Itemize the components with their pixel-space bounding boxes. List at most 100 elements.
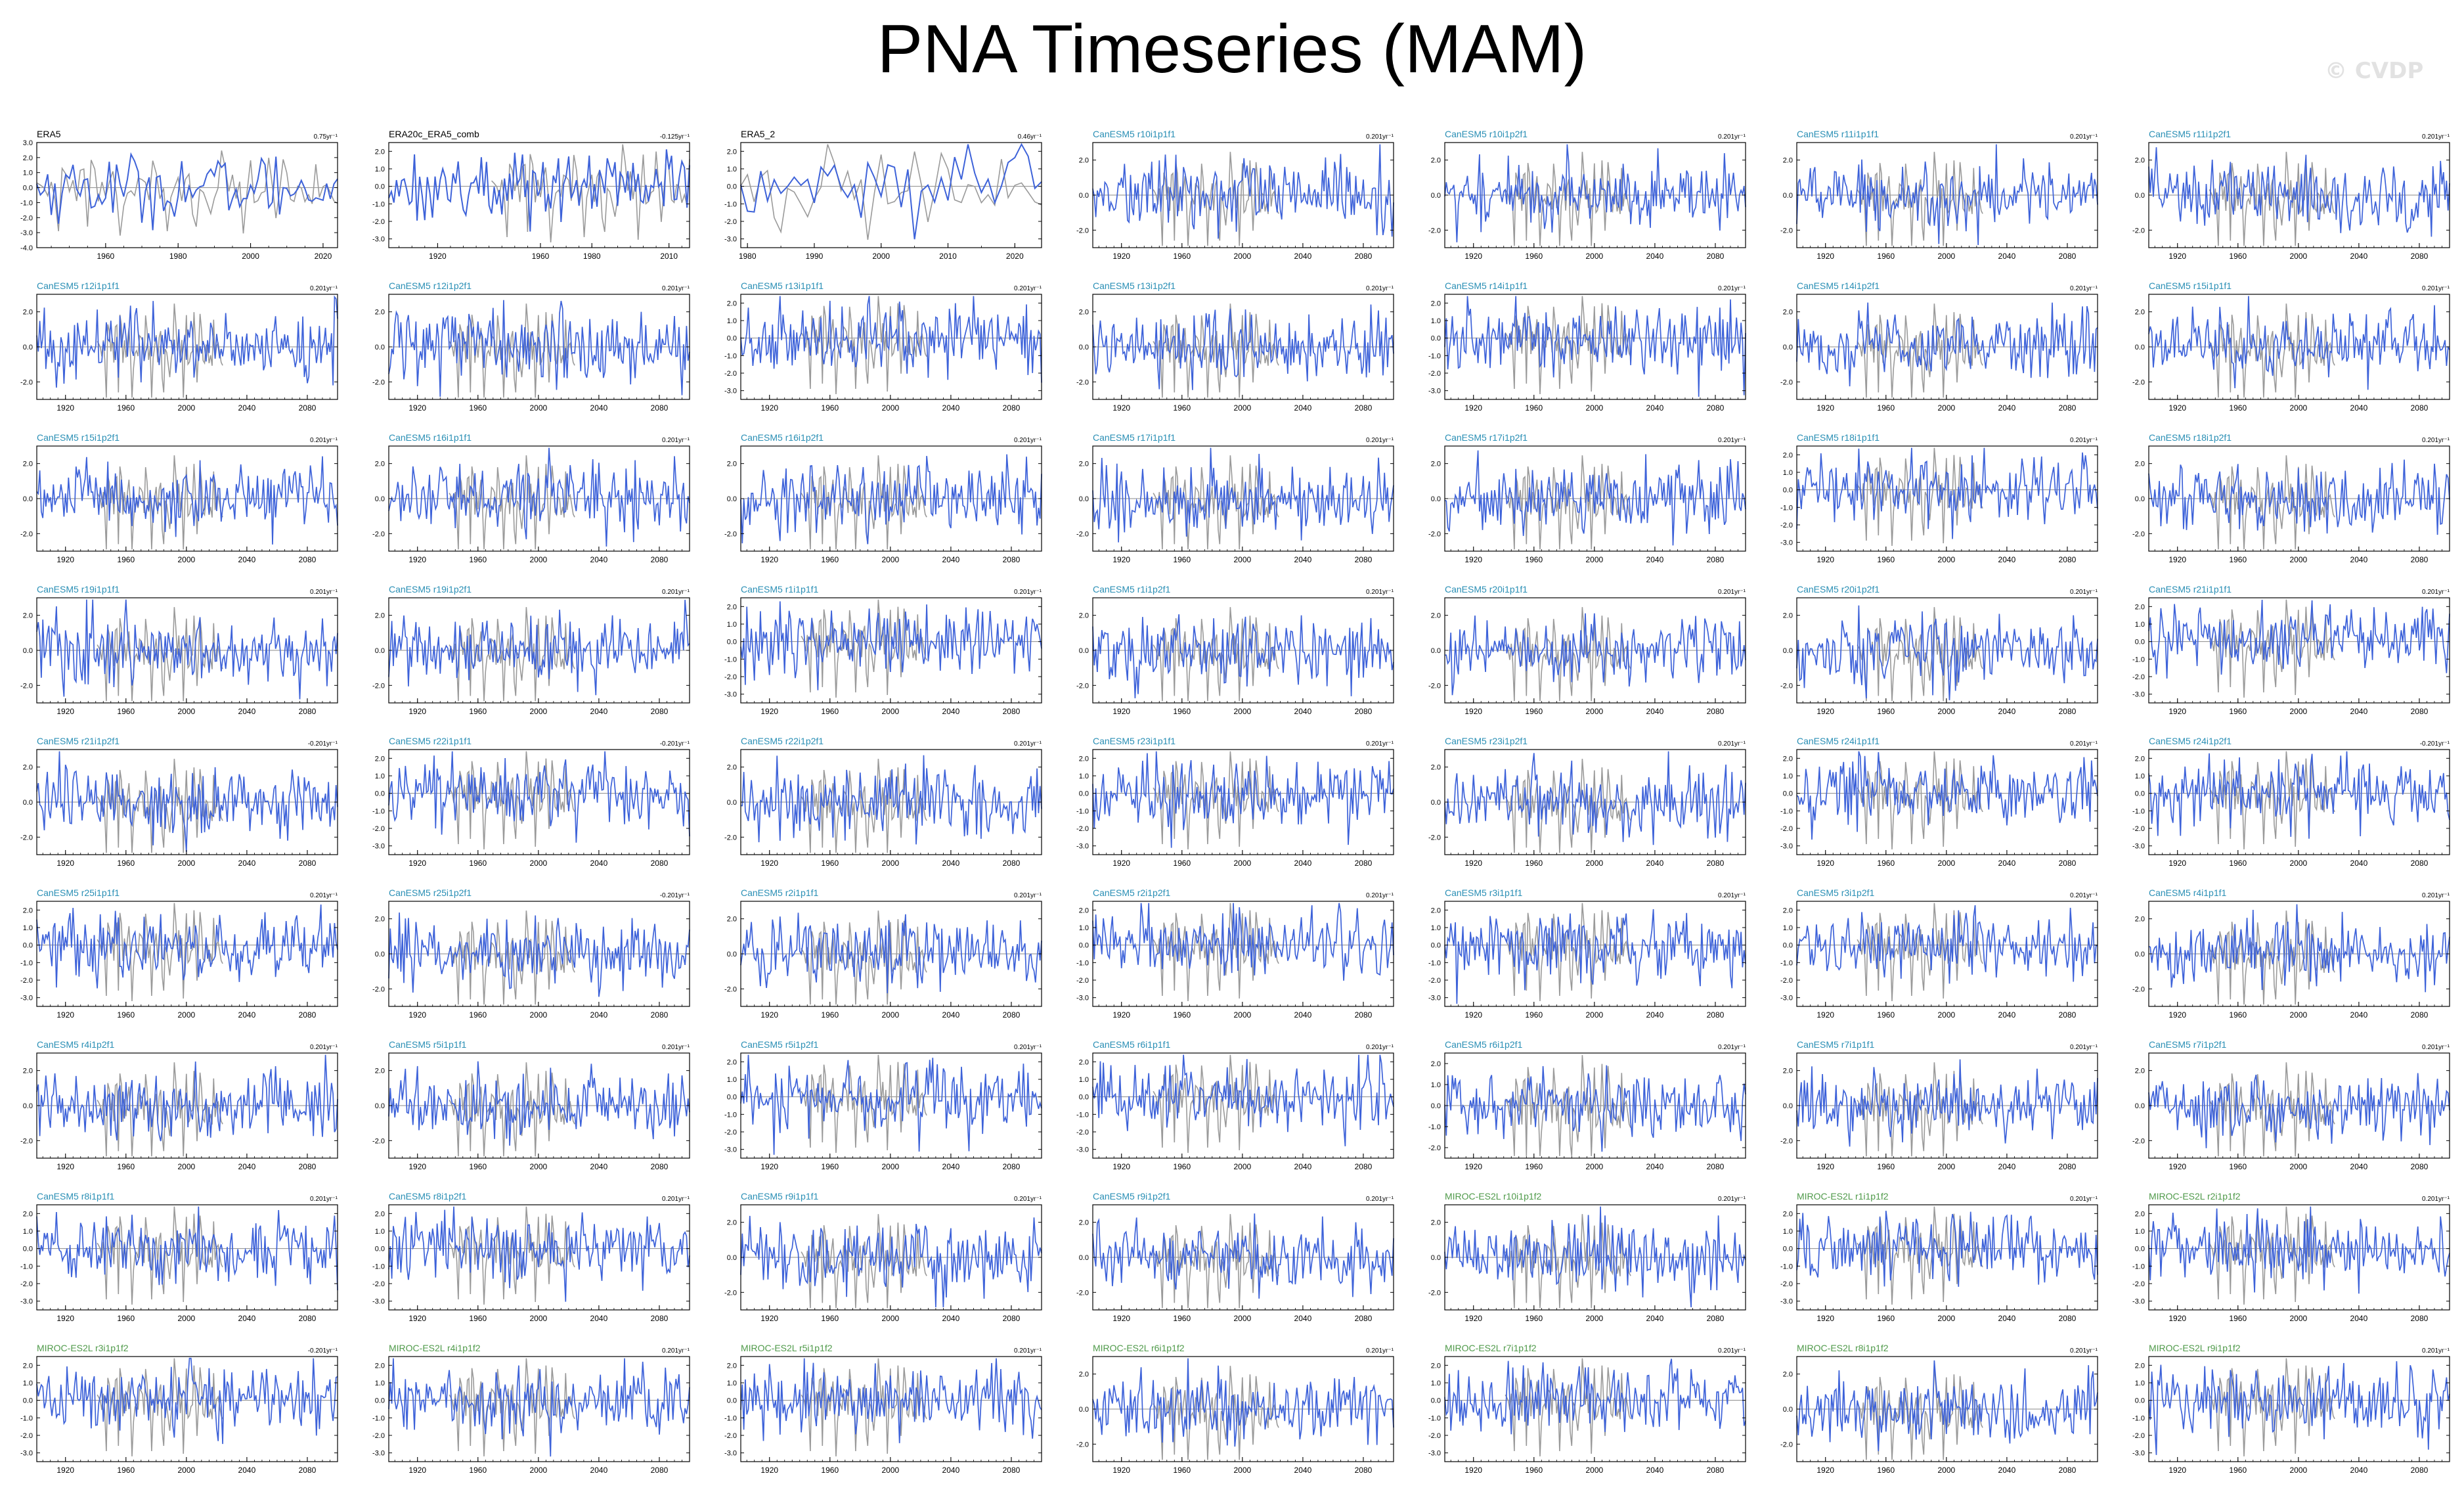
y-tick-label: -2.0: [1428, 977, 1441, 985]
y-tick-label: -1.0: [1780, 504, 1793, 512]
x-tick-label: 2040: [590, 1314, 608, 1323]
x-tick-label: 2040: [1646, 859, 1664, 868]
panel-title: CanESM5 r7i1p2f1: [2149, 1039, 2227, 1050]
x-tick-label: 1920: [408, 1162, 426, 1171]
trend-label: 0.201yr⁻¹: [1366, 1044, 1394, 1051]
x-tick-label: 1920: [56, 1010, 74, 1020]
x-tick-label: 1920: [408, 403, 426, 413]
y-tick-label: -2.0: [372, 1137, 385, 1145]
x-tick-label: 2000: [529, 1314, 547, 1323]
series-line: [1444, 909, 1746, 1004]
y-tick-label: -2.0: [1780, 682, 1793, 690]
y-tick-label: -2.0: [1076, 1289, 1089, 1297]
panel-canesm5-r2i1p1f1: CanESM5 r2i1p1f1 0.201yr⁻¹ 2.0 0.0 -2.0 1920 1…: [724, 887, 1042, 1020]
panel-canesm5-r22i1p2f1: CanESM5 r22i1p2f1 0.201yr⁻¹ 2.0 0.0 -2.0 1920…: [724, 736, 1042, 868]
y-tick-label: 1.0: [727, 1076, 737, 1084]
y-tick-label: 2.0: [375, 309, 385, 317]
trend-label: 0.201yr⁻¹: [2422, 133, 2450, 141]
x-tick-label: 1960: [117, 555, 135, 564]
x-tick-label: 2040: [2350, 707, 2368, 716]
trend-label: 0.201yr⁻¹: [662, 1044, 690, 1051]
panel-canesm5-r1i1p2f1: CanESM5 r1i1p2f1 0.201yr⁻¹ 2.0 0.0 -2.0 1920 1…: [1076, 584, 1394, 716]
x-tick-label: 2040: [590, 1466, 608, 1475]
y-tick-label: -2.0: [1780, 1441, 1793, 1449]
panel-canesm5-r14i1p1f1: CanESM5 r14i1p1f1 0.201yr⁻¹ 2.0 1.0 0.0 -1.0 -…: [1428, 281, 1746, 413]
y-tick-label: 0.0: [1079, 647, 1089, 655]
y-tick-label: 1.0: [2135, 1228, 2145, 1236]
series-line: [740, 1358, 1042, 1443]
y-tick-label: 1.0: [1783, 773, 1793, 780]
obs-reference-line: [1505, 1358, 1631, 1457]
x-tick-label: 1960: [821, 1162, 839, 1171]
series-line: [1092, 751, 1394, 848]
y-tick-label: 0.0: [727, 639, 737, 646]
y-tick-label: 0.0: [375, 183, 385, 191]
panel-canesm5-r9i1p2f1: CanESM5 r9i1p2f1 0.201yr⁻¹ 2.0 0.0 -2.0 1920 1…: [1076, 1191, 1394, 1323]
trend-label: 0.201yr⁻¹: [1718, 589, 1746, 596]
trend-label: 0.201yr⁻¹: [1718, 285, 1746, 292]
x-tick-label: 2040: [1294, 1162, 1312, 1171]
panel-canesm5-r1i1p1f1: CanESM5 r1i1p1f1 0.201yr⁻¹ 2.0 1.0 0.0 -1.0 -2…: [724, 584, 1042, 716]
x-tick-label: 1960: [1877, 1466, 1895, 1475]
obs-reference-line: [449, 751, 575, 850]
x-tick-label: 2080: [1003, 707, 1021, 716]
y-tick-label: 2.0: [1079, 907, 1089, 914]
x-tick-label: 1920: [2168, 1466, 2186, 1475]
y-tick-label: 2.0: [727, 603, 737, 611]
y-tick-label: -2.0: [1428, 1144, 1441, 1152]
panel-title: CanESM5 r8i1p1f1: [37, 1191, 115, 1202]
x-tick-label: 2000: [2289, 252, 2307, 261]
y-tick-label: -2.0: [1780, 522, 1793, 529]
x-tick-label: 2080: [1355, 252, 1373, 261]
x-tick-label: 2040: [942, 1010, 960, 1020]
x-tick-label: 2080: [1355, 1162, 1373, 1171]
panel-canesm5-r22i1p1f1: CanESM5 r22i1p1f1 -0.201yr⁻¹ 2.0 1.0 0.0 -1.0…: [372, 736, 690, 868]
x-tick-label: 2080: [299, 555, 317, 564]
x-tick-label: 2080: [651, 1010, 669, 1020]
x-tick-label: 1960: [1173, 1466, 1191, 1475]
trend-label: 0.201yr⁻¹: [1014, 437, 1042, 444]
x-tick-label: 2080: [1003, 1466, 1021, 1475]
x-tick-label: 2040: [1294, 707, 1312, 716]
x-tick-label: 2040: [590, 1162, 608, 1171]
x-tick-label: 1920: [1464, 1010, 1482, 1020]
y-tick-label: 0.0: [727, 799, 737, 807]
x-tick-label: 2040: [2350, 1162, 2368, 1171]
y-tick-label: -2.0: [1076, 682, 1089, 690]
x-tick-label: 2010: [939, 252, 957, 261]
x-tick-label: 1960: [2229, 555, 2247, 564]
y-tick-label: 0.0: [23, 647, 33, 655]
y-tick-label: -2.0: [372, 378, 385, 386]
x-tick-label: 2040: [1998, 707, 2016, 716]
x-tick-label: 2080: [1355, 1314, 1373, 1323]
y-tick-label: 0.0: [375, 1246, 385, 1253]
y-tick-label: 2.0: [2135, 916, 2145, 924]
y-tick-label: 0.0: [1079, 1406, 1089, 1414]
trend-label: 0.201yr⁻¹: [2422, 285, 2450, 292]
x-tick-label: 1960: [117, 1162, 135, 1171]
series-line: [1796, 1360, 2098, 1452]
plot-frame: [740, 142, 1042, 248]
plot-frame: [388, 142, 690, 248]
series-line: [1092, 1358, 1394, 1447]
y-tick-label: 1.0: [727, 317, 737, 325]
x-tick-label: 2080: [2059, 1314, 2077, 1323]
x-tick-label: 2040: [238, 859, 256, 868]
x-tick-label: 1920: [1816, 1162, 1834, 1171]
y-tick-label: 0.0: [23, 1397, 33, 1405]
x-tick-label: 1920: [2168, 707, 2186, 716]
x-tick-label: 1960: [1877, 1010, 1895, 1020]
x-tick-label: 1960: [469, 1314, 487, 1323]
panel-title: ERA5_2: [741, 129, 775, 139]
series-line: [1092, 1054, 1394, 1146]
y-tick-label: 1.0: [1431, 317, 1441, 325]
x-tick-label: 1920: [56, 1314, 74, 1323]
y-tick-label: 1.0: [1079, 1076, 1089, 1084]
x-tick-label: 1960: [469, 1010, 487, 1020]
plot-frame: [740, 1356, 1042, 1462]
y-tick-label: -1.0: [20, 199, 33, 207]
y-tick-label: 0.0: [1431, 1397, 1441, 1405]
y-tick-label: -2.0: [1076, 977, 1089, 985]
y-tick-label: 1.0: [23, 1228, 33, 1236]
y-tick-label: -1.0: [372, 807, 385, 815]
